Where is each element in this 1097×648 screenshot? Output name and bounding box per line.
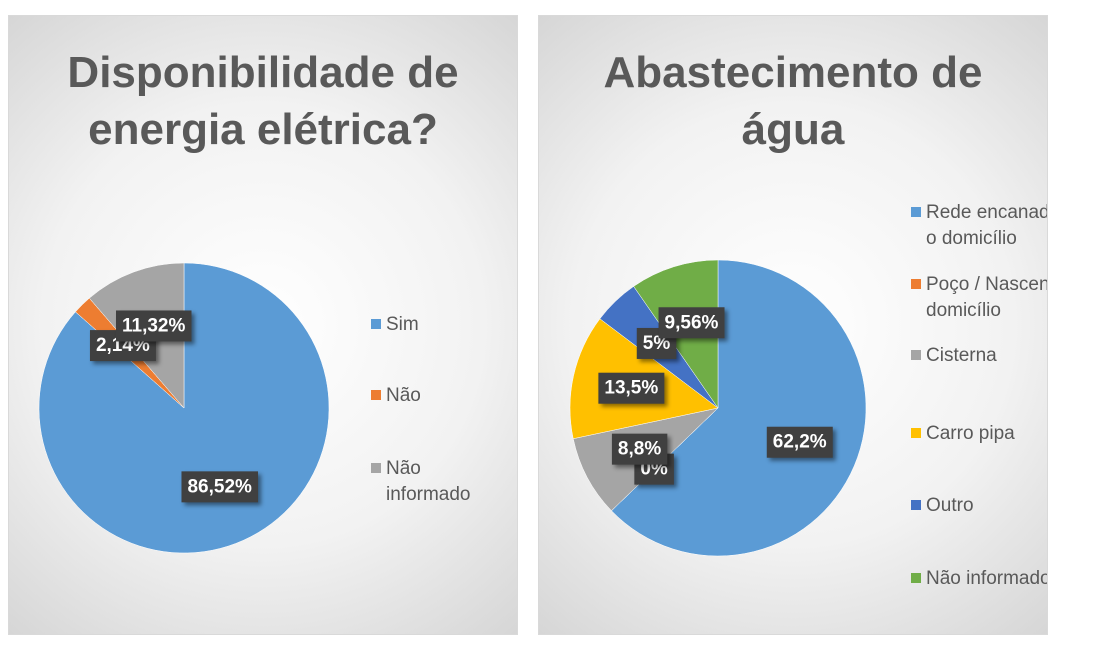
pie-slice (611, 259, 867, 557)
legend-swatch (911, 428, 921, 438)
legend-item: Não informado (911, 566, 1048, 592)
data-label-box (181, 471, 259, 503)
data-label: 13,5% (604, 378, 658, 399)
chart-panel: Disponibilidade de energia elétrica? 86,… (8, 15, 518, 635)
legend-item: Cisterna (911, 343, 1047, 369)
pie-area: 62,2%0%8,8%13,5%5%9,56% (569, 259, 867, 557)
legend-swatch (911, 573, 921, 583)
legend-label: Outro (926, 495, 974, 516)
data-label-box (115, 310, 192, 342)
data-label-box (598, 372, 665, 404)
data-label-box (611, 433, 668, 465)
legend-swatch (911, 500, 921, 510)
legend-label: Sim (386, 314, 419, 335)
legend-item: Poço / Nascente no domicílio (911, 272, 1048, 323)
legend-swatch (371, 390, 381, 400)
chart-panel: Abastecimento de água 62,2% 0% 8,8% 13,5% 5%… (538, 15, 1048, 635)
legend-item: Outro (911, 493, 1047, 519)
legend-item: Carro pipa (911, 421, 1047, 447)
chart-title: Abastecimento de água (603, 48, 983, 155)
data-label-box (658, 307, 725, 339)
legend-label: Não informado (386, 458, 471, 505)
chart-title: Disponibilidade de energia elétrica? (67, 48, 459, 155)
data-label: 9,56% (665, 312, 719, 333)
legend-label: Não informado (926, 568, 1048, 589)
legend-item: Sim (371, 312, 506, 338)
data-label-box (766, 426, 833, 458)
data-label: 86,52% (187, 476, 252, 497)
legend-swatch (911, 350, 921, 360)
legend-label: Carro pipa (926, 423, 1015, 444)
data-label: 11,32% (122, 315, 185, 336)
legend-label: Poço / Nascente no domicílio (926, 274, 1048, 321)
legend-swatch (911, 279, 921, 289)
data-label: 62,2% (773, 432, 827, 453)
legend-swatch (911, 207, 921, 217)
legend-label: Cisterna (926, 345, 997, 366)
legend-item: Não informado (371, 456, 506, 507)
legend-swatch (371, 463, 381, 473)
pie-area: 86,52%2,14%11,32% (38, 262, 330, 554)
legend-swatch (371, 319, 381, 329)
legend-item: Rede encanada até o domicílio (911, 200, 1047, 251)
data-label: 8,8% (618, 439, 661, 460)
legend-item: Não (371, 383, 506, 409)
legend-label: Não (386, 385, 421, 406)
legend-label: Rede encanada até o domicílio (926, 202, 1047, 249)
